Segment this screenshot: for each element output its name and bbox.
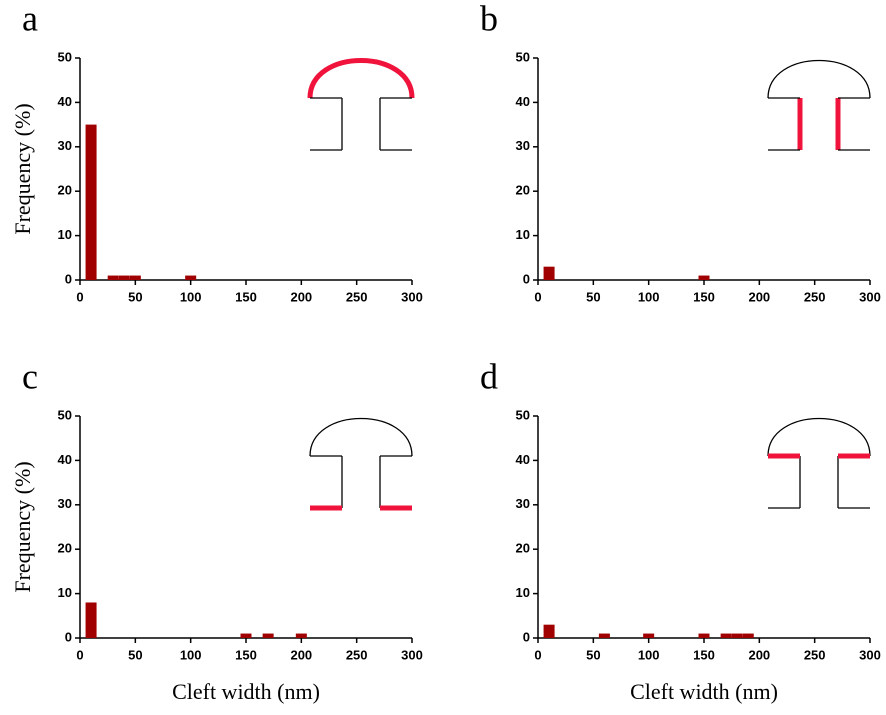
bar bbox=[108, 276, 119, 280]
figure: a01020304050050100150200250300Frequency … bbox=[0, 0, 886, 715]
bar bbox=[599, 634, 610, 638]
x-tick-label: 50 bbox=[586, 289, 600, 304]
bar bbox=[643, 634, 654, 638]
inset-diagram bbox=[768, 61, 870, 151]
y-tick-label: 40 bbox=[516, 94, 530, 109]
y-tick-label: 20 bbox=[516, 541, 530, 556]
bar bbox=[699, 276, 710, 280]
bar bbox=[130, 276, 141, 280]
x-tick-label: 250 bbox=[346, 289, 368, 304]
x-tick-label: 100 bbox=[180, 647, 202, 662]
x-tick-label: 250 bbox=[804, 647, 826, 662]
inset-cap bbox=[768, 419, 870, 457]
bar bbox=[699, 634, 710, 638]
y-tick-label: 0 bbox=[65, 271, 72, 286]
y-axis-label: Frequency (%) bbox=[10, 461, 35, 592]
y-tick-label: 40 bbox=[58, 94, 72, 109]
panel-label: c bbox=[22, 356, 38, 396]
x-tick-label: 250 bbox=[346, 647, 368, 662]
y-tick-label: 10 bbox=[516, 585, 530, 600]
bar bbox=[263, 634, 274, 638]
inset-cap bbox=[310, 61, 412, 99]
x-tick-label: 50 bbox=[128, 647, 142, 662]
y-axis-label: Frequency (%) bbox=[10, 103, 35, 234]
x-tick-label: 250 bbox=[804, 289, 826, 304]
bar bbox=[86, 602, 97, 638]
bar bbox=[721, 634, 732, 638]
y-tick-label: 10 bbox=[58, 585, 72, 600]
x-tick-label: 150 bbox=[235, 289, 257, 304]
x-tick-label: 300 bbox=[401, 647, 423, 662]
bar bbox=[86, 125, 97, 280]
y-tick-label: 10 bbox=[58, 227, 72, 242]
x-tick-label: 200 bbox=[290, 289, 312, 304]
x-tick-label: 100 bbox=[638, 647, 660, 662]
x-tick-label: 50 bbox=[586, 647, 600, 662]
y-tick-label: 20 bbox=[58, 183, 72, 198]
x-tick-label: 0 bbox=[534, 647, 541, 662]
panel-label: a bbox=[22, 0, 38, 38]
y-tick-label: 0 bbox=[523, 629, 530, 644]
panel-label: d bbox=[480, 356, 498, 396]
y-tick-label: 30 bbox=[58, 496, 72, 511]
x-tick-label: 150 bbox=[693, 289, 715, 304]
y-tick-label: 40 bbox=[58, 452, 72, 467]
inset-diagram bbox=[310, 419, 412, 509]
y-tick-label: 50 bbox=[58, 407, 72, 422]
y-tick-label: 30 bbox=[58, 138, 72, 153]
x-tick-label: 200 bbox=[748, 647, 770, 662]
y-tick-label: 0 bbox=[65, 629, 72, 644]
x-tick-label: 300 bbox=[859, 289, 881, 304]
y-tick-label: 50 bbox=[516, 49, 530, 64]
x-tick-label: 50 bbox=[128, 289, 142, 304]
bar bbox=[119, 276, 130, 280]
bar bbox=[544, 625, 555, 638]
bar bbox=[185, 276, 196, 280]
bar bbox=[296, 634, 307, 638]
panel-label: b bbox=[480, 0, 498, 38]
y-tick-label: 10 bbox=[516, 227, 530, 242]
y-tick-label: 0 bbox=[523, 271, 530, 286]
y-tick-label: 30 bbox=[516, 138, 530, 153]
y-tick-label: 40 bbox=[516, 452, 530, 467]
x-tick-label: 300 bbox=[401, 289, 423, 304]
x-tick-label: 100 bbox=[638, 289, 660, 304]
x-tick-label: 200 bbox=[748, 289, 770, 304]
inset-diagram bbox=[768, 419, 870, 509]
x-tick-label: 0 bbox=[534, 289, 541, 304]
x-axis-label: Cleft width (nm) bbox=[172, 679, 320, 704]
x-tick-label: 150 bbox=[693, 647, 715, 662]
bar bbox=[732, 634, 743, 638]
x-tick-label: 0 bbox=[76, 647, 83, 662]
y-tick-label: 50 bbox=[516, 407, 530, 422]
y-tick-label: 30 bbox=[516, 496, 530, 511]
x-tick-label: 200 bbox=[290, 647, 312, 662]
bar bbox=[743, 634, 754, 638]
x-tick-label: 0 bbox=[76, 289, 83, 304]
inset-cap bbox=[310, 419, 412, 457]
y-tick-label: 20 bbox=[58, 541, 72, 556]
x-axis-label: Cleft width (nm) bbox=[630, 679, 778, 704]
y-tick-label: 20 bbox=[516, 183, 530, 198]
x-tick-label: 100 bbox=[180, 289, 202, 304]
inset-cap bbox=[768, 61, 870, 99]
bar bbox=[241, 634, 252, 638]
inset-diagram bbox=[310, 61, 412, 151]
x-tick-label: 150 bbox=[235, 647, 257, 662]
y-tick-label: 50 bbox=[58, 49, 72, 64]
x-tick-label: 300 bbox=[859, 647, 881, 662]
bar bbox=[544, 267, 555, 280]
